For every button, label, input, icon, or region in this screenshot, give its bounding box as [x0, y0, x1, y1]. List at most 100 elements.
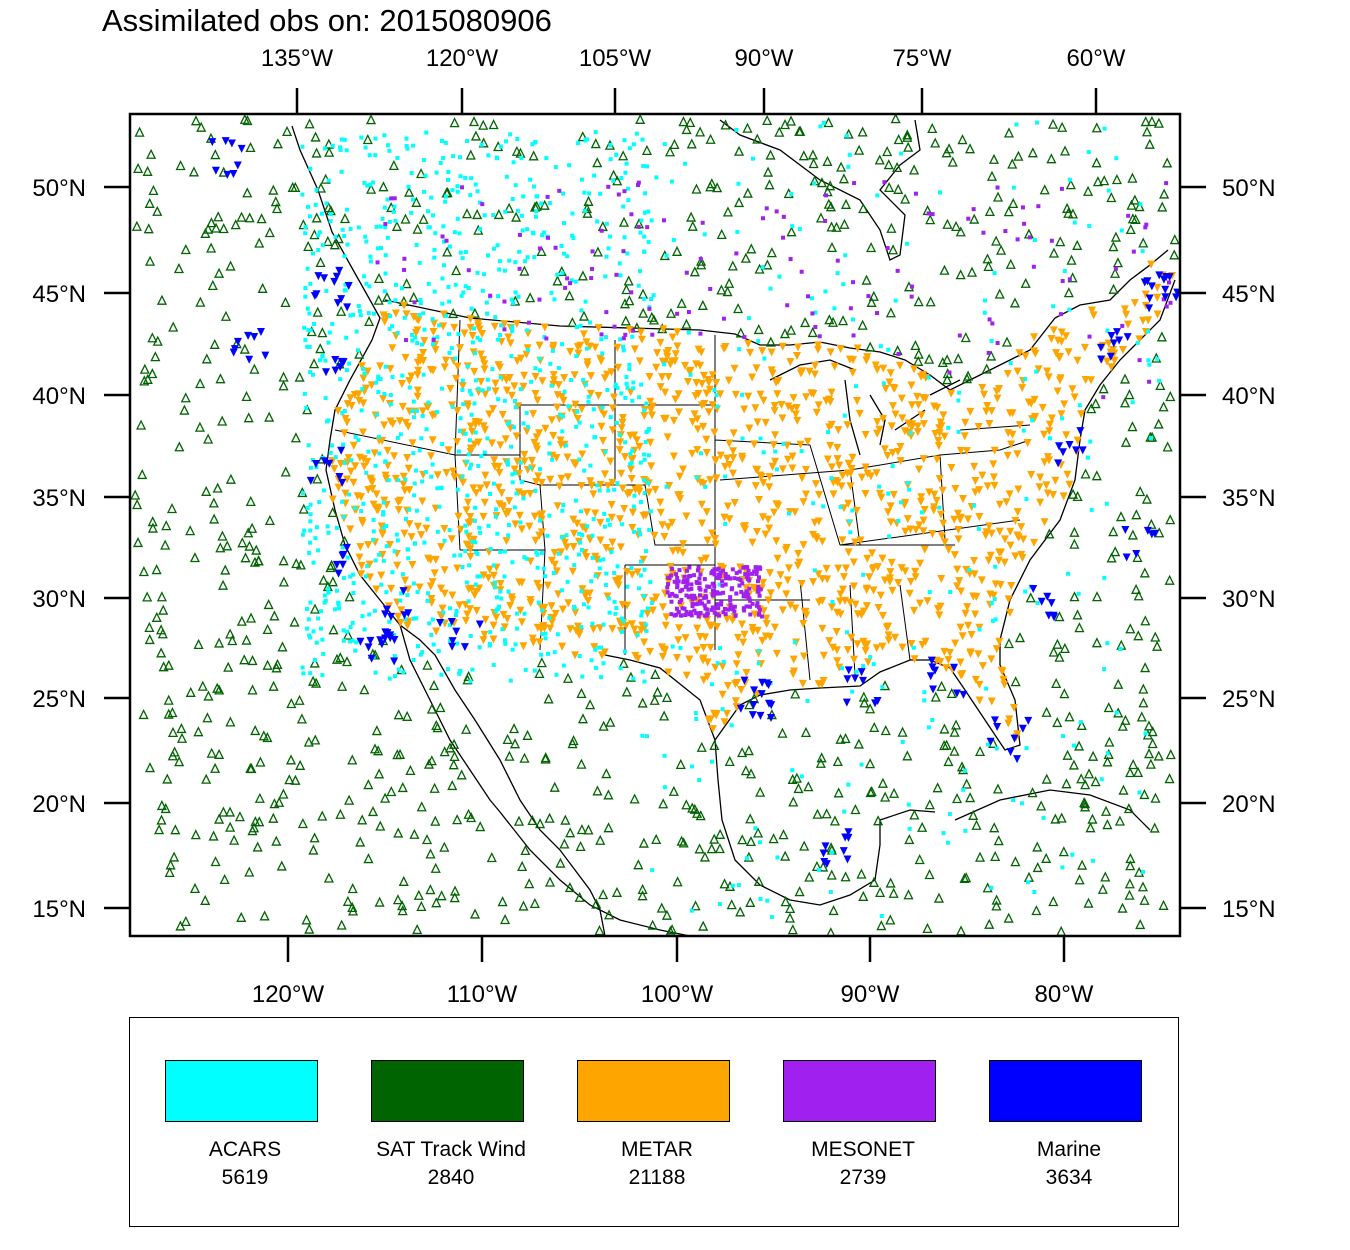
obs-marker [475, 821, 486, 832]
obs-marker [776, 571, 785, 580]
obs-marker [956, 658, 965, 667]
obs-marker [569, 515, 578, 524]
obs-marker [339, 550, 348, 559]
obs-marker [419, 357, 428, 366]
obs-marker [873, 365, 882, 374]
obs-marker [878, 344, 883, 349]
obs-marker [733, 613, 738, 618]
obs-marker [721, 659, 726, 664]
obs-marker [559, 535, 564, 540]
obs-marker [872, 644, 881, 653]
obs-marker [376, 246, 381, 251]
obs-marker [459, 185, 464, 190]
obs-marker [987, 317, 992, 322]
obs-marker [354, 640, 359, 645]
obs-marker [468, 116, 480, 127]
obs-marker [154, 824, 165, 835]
obs-marker [812, 808, 823, 819]
obs-marker [468, 427, 477, 436]
obs-marker [480, 288, 485, 293]
obs-marker [708, 401, 717, 410]
obs-marker [595, 483, 600, 488]
obs-marker [744, 856, 749, 861]
obs-marker [543, 631, 548, 636]
obs-marker [992, 191, 1004, 202]
obs-marker [142, 373, 153, 384]
obs-marker [832, 628, 841, 637]
obs-marker [421, 372, 426, 377]
obs-marker [801, 608, 810, 617]
obs-marker [950, 551, 959, 560]
obs-marker [719, 602, 724, 607]
obs-marker [212, 482, 223, 493]
obs-marker [432, 627, 441, 636]
obs-marker [699, 851, 711, 862]
obs-marker [800, 316, 811, 328]
obs-marker [778, 414, 787, 423]
obs-marker [562, 389, 567, 394]
obs-marker [461, 616, 470, 625]
obs-marker [253, 555, 264, 566]
obs-marker [287, 181, 298, 192]
obs-marker [608, 142, 613, 147]
obs-marker [1068, 759, 1079, 770]
obs-marker [362, 627, 367, 632]
obs-marker [495, 243, 500, 248]
obs-marker [376, 389, 381, 394]
obs-marker [345, 242, 350, 247]
obs-marker [167, 726, 179, 738]
obs-marker [573, 343, 582, 352]
obs-marker [842, 413, 847, 418]
obs-marker [479, 636, 488, 645]
obs-marker [595, 219, 600, 224]
obs-marker [937, 190, 942, 195]
obs-marker [506, 601, 515, 610]
obs-marker [545, 533, 550, 538]
obs-marker [374, 896, 385, 907]
obs-marker [300, 665, 305, 670]
obs-marker [780, 850, 791, 861]
obs-marker [781, 441, 786, 446]
obs-marker [464, 459, 469, 464]
obs-marker [350, 620, 355, 625]
obs-marker [1146, 518, 1157, 529]
obs-marker [1010, 856, 1021, 867]
obs-marker [716, 390, 725, 399]
obs-marker [535, 429, 544, 438]
obs-marker [300, 144, 305, 149]
obs-marker [367, 612, 372, 617]
obs-marker [446, 177, 451, 182]
obs-marker [879, 414, 888, 423]
left-tick-label: 45°N [32, 281, 86, 308]
obs-marker [1144, 222, 1149, 227]
obs-marker [563, 443, 568, 448]
obs-marker [563, 285, 568, 290]
obs-marker [897, 726, 908, 737]
obs-marker [1017, 523, 1026, 532]
obs-marker [491, 246, 496, 251]
obs-marker [394, 506, 403, 515]
obs-marker [933, 892, 945, 903]
obs-marker [639, 511, 648, 520]
obs-marker [411, 658, 416, 663]
obs-marker [833, 455, 842, 464]
obs-marker [634, 131, 639, 136]
obs-marker [814, 341, 823, 350]
obs-marker [753, 827, 764, 838]
obs-marker [877, 484, 882, 489]
obs-marker [566, 347, 575, 356]
obs-marker [683, 161, 688, 166]
obs-marker [341, 656, 353, 667]
obs-marker [935, 474, 944, 483]
obs-marker [1043, 592, 1052, 601]
obs-marker [441, 356, 450, 365]
obs-marker [1034, 369, 1039, 374]
obs-marker [603, 789, 614, 800]
obs-marker [318, 609, 323, 614]
obs-marker [425, 848, 436, 859]
obs-marker [925, 488, 934, 497]
obs-marker [797, 367, 806, 376]
legend-count: 3634 [1045, 1166, 1093, 1189]
obs-marker [585, 137, 590, 142]
obs-marker [736, 181, 741, 186]
